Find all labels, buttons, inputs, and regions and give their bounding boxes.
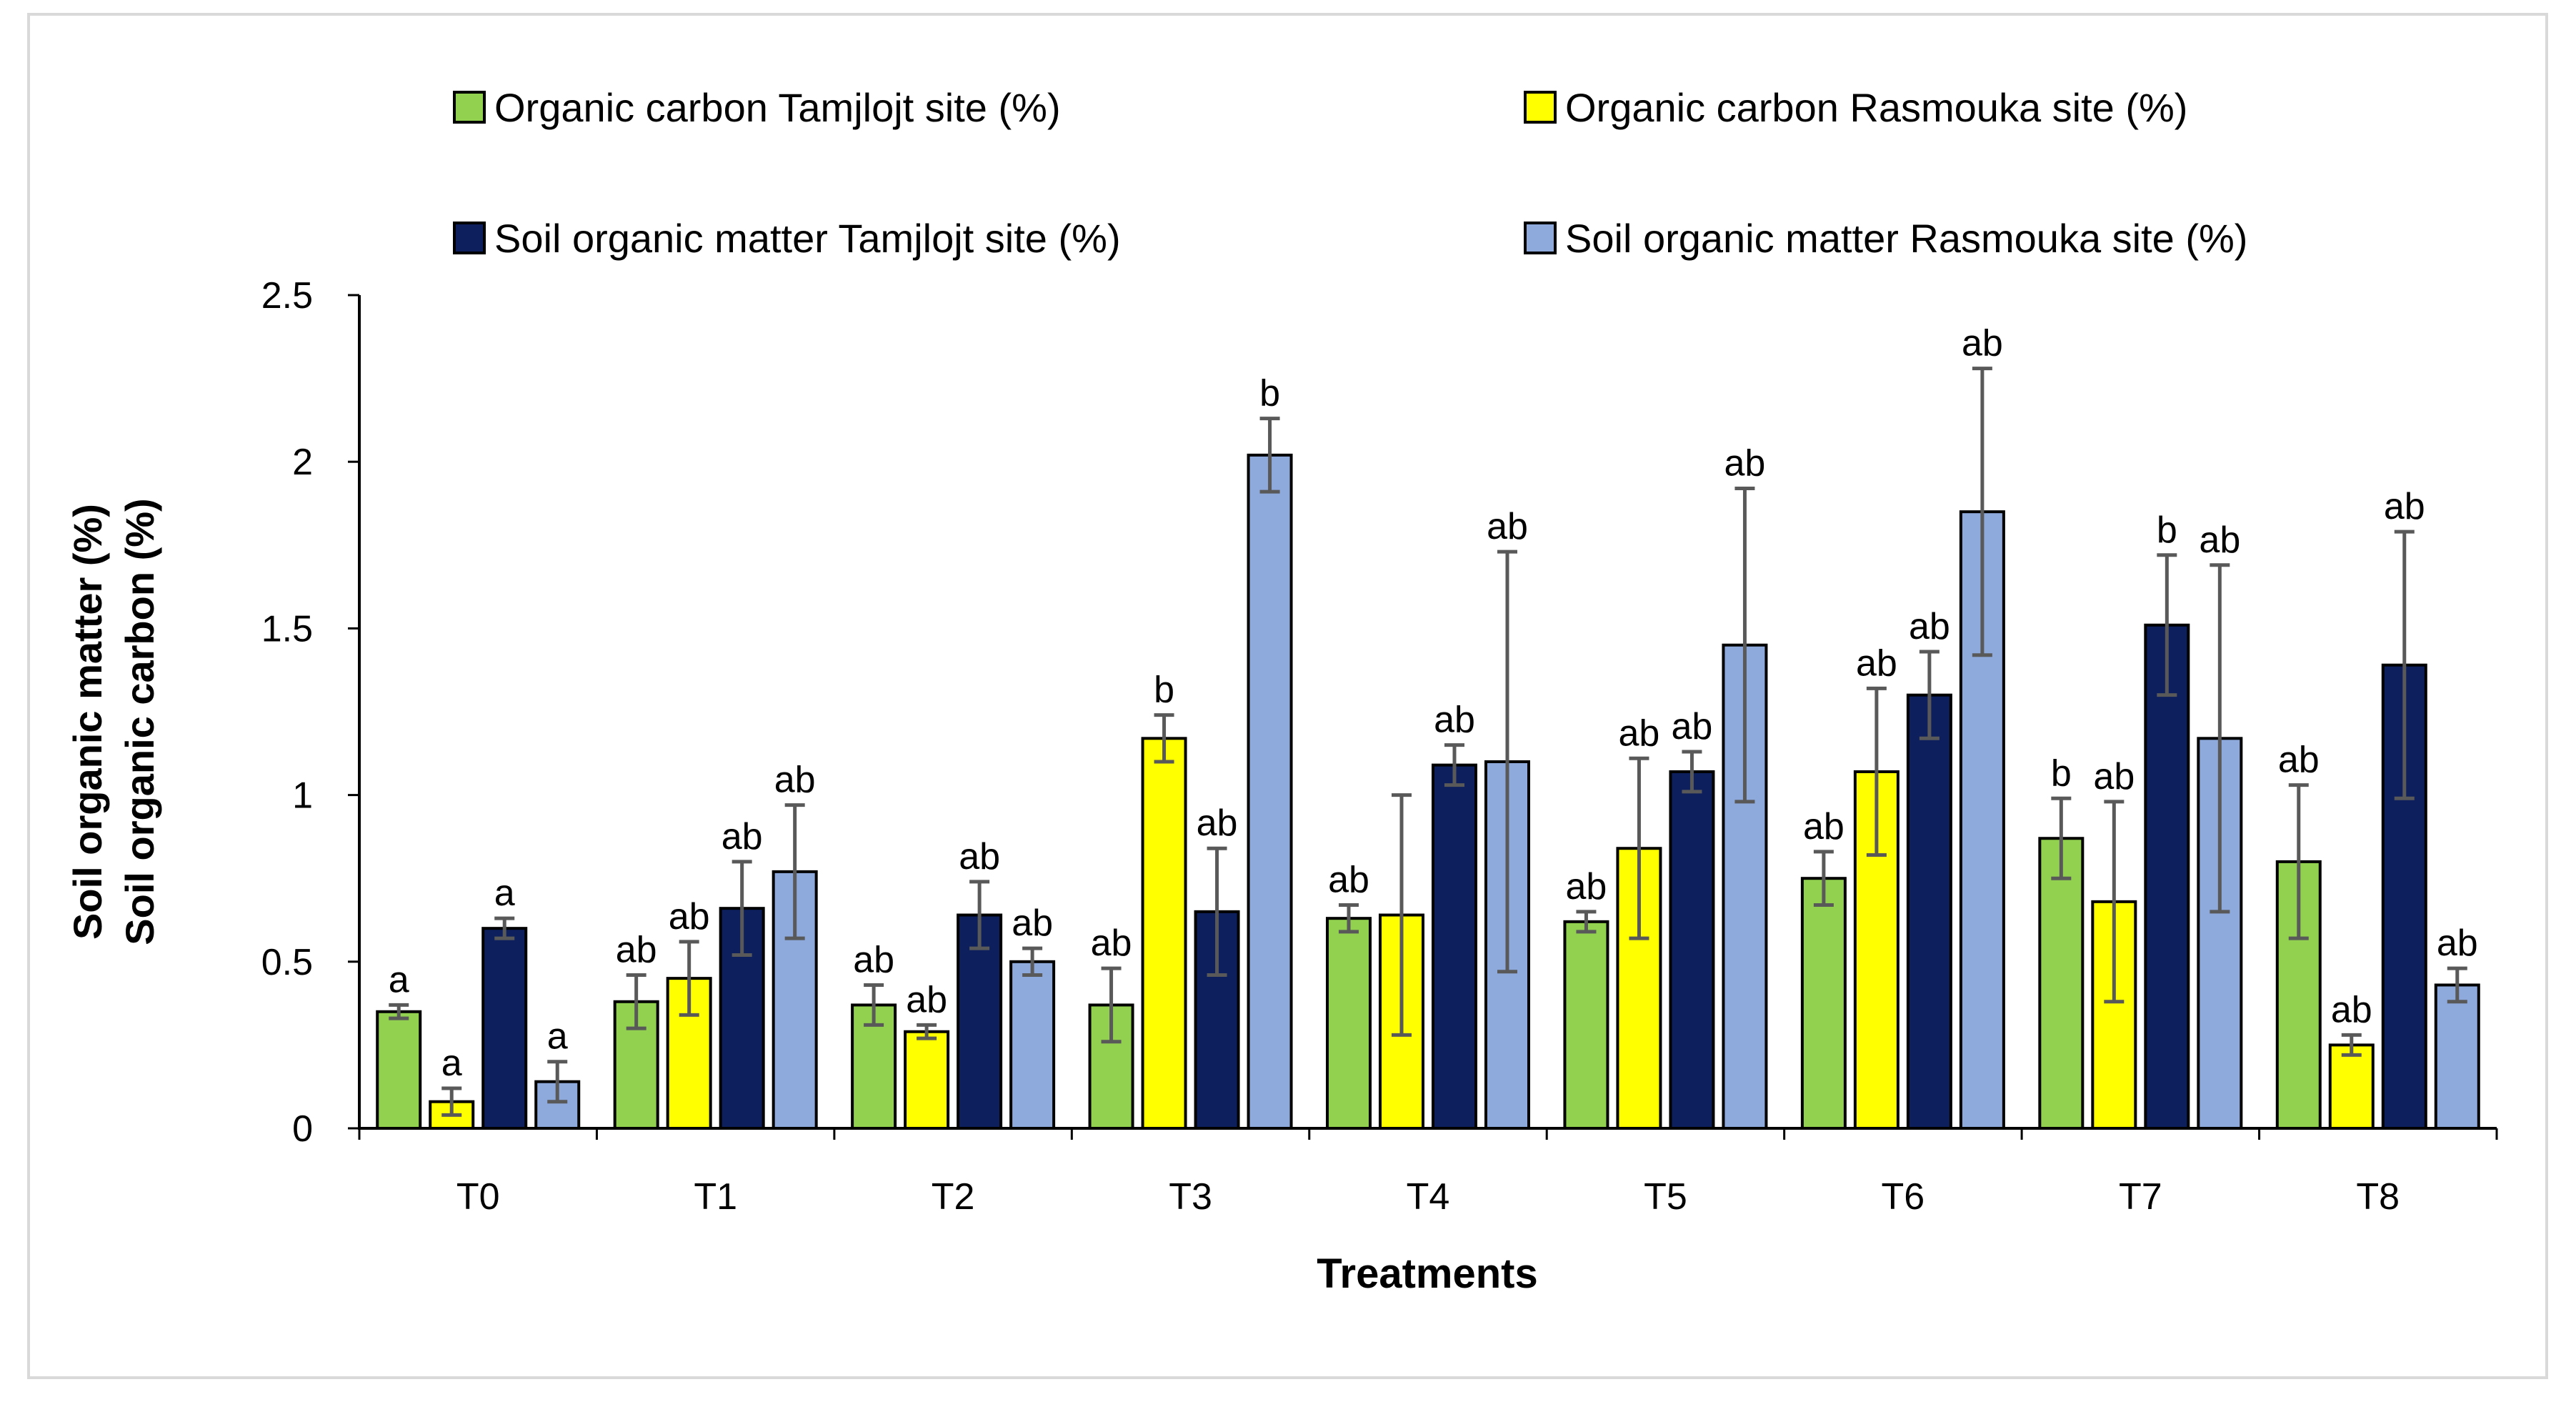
significance-letter: ab xyxy=(1012,903,1053,944)
significance-letter: ab xyxy=(1619,712,1660,754)
significance-letter: ab xyxy=(1803,806,1844,847)
legend-swatch xyxy=(453,91,486,124)
significance-letter: ab xyxy=(1328,860,1369,901)
x-tick-label: T2 xyxy=(932,1176,975,1218)
legend-swatch xyxy=(1524,91,1557,124)
x-axis-title: Treatments xyxy=(1317,1251,1537,1297)
significance-letter: ab xyxy=(1566,866,1607,908)
significance-letter: ab xyxy=(616,929,657,970)
significance-letter: ab xyxy=(1856,642,1897,684)
significance-letter: ab xyxy=(1434,700,1475,741)
significance-letter: ab xyxy=(959,836,1000,878)
y-axis-title: Soil organic matter (%) Soil organic car… xyxy=(65,498,162,945)
legend-label: Soil organic matter Rasmouka site (%) xyxy=(1565,216,2247,261)
significance-letter: ab xyxy=(2331,989,2372,1030)
significance-letter: a xyxy=(494,872,515,914)
bar xyxy=(1800,877,1847,1130)
significance-letter: ab xyxy=(2437,923,2478,964)
significance-letter: b xyxy=(2051,752,2072,794)
significance-letter: b xyxy=(2157,509,2177,551)
bar xyxy=(1432,763,1477,1130)
x-tick-label: T4 xyxy=(1407,1176,1450,1218)
y-tick-label: 1 xyxy=(292,775,313,817)
x-tick-label: T0 xyxy=(456,1176,500,1218)
significance-letter: ab xyxy=(1724,443,1766,484)
significance-letter: ab xyxy=(1091,923,1132,964)
x-tick-label: T8 xyxy=(2356,1176,2400,1218)
legend-swatch xyxy=(453,222,486,254)
bar xyxy=(1009,960,1056,1130)
legend-swatch xyxy=(1524,222,1557,254)
error-bars xyxy=(389,367,2467,1117)
legend-label: Soil organic matter Tamjlojt site (%) xyxy=(494,216,1121,261)
significance-letter: ab xyxy=(1962,323,2003,364)
significance-letter: a xyxy=(389,959,409,1000)
bar xyxy=(2038,837,2085,1130)
bar xyxy=(1563,920,1609,1130)
significance-letter: ab xyxy=(1487,506,1528,547)
significance-letter: a xyxy=(547,1016,568,1058)
significance-letter: ab xyxy=(2278,740,2320,781)
significance-letter: ab xyxy=(722,816,763,857)
x-tick-label: T1 xyxy=(694,1176,737,1218)
y-tick-label: 1.5 xyxy=(261,608,313,650)
significance-letter: ab xyxy=(2199,519,2240,561)
significance-letter: ab xyxy=(1672,706,1713,747)
bar xyxy=(1141,737,1187,1130)
significance-letter: a xyxy=(441,1043,462,1084)
significance-letter: ab xyxy=(853,939,894,980)
x-tick-label: T3 xyxy=(1169,1176,1212,1218)
legend-label: Organic carbon Tamjlojt site (%) xyxy=(494,85,1061,130)
significance-letter: b xyxy=(1154,670,1174,711)
y-tick-label: 0.5 xyxy=(261,942,313,983)
legend-label: Organic carbon Rasmouka site (%) xyxy=(1565,85,2187,130)
bars xyxy=(376,453,2480,1130)
bar xyxy=(376,1010,422,1130)
x-tick-label: T6 xyxy=(1882,1176,1925,1218)
x-tick-label: T7 xyxy=(2119,1176,2162,1218)
bar xyxy=(2434,983,2480,1130)
bar xyxy=(1247,453,1293,1130)
legend: Organic carbon Tamjlojt site (%) Organic … xyxy=(453,85,2247,261)
bar xyxy=(1669,770,1715,1130)
bar xyxy=(904,1030,950,1130)
significance-letter: ab xyxy=(669,896,710,938)
bar xyxy=(1326,917,1372,1130)
significance-letter: b xyxy=(1259,373,1280,414)
y-axis-ticks: 0 0.5 1 1.5 2 2.5 xyxy=(261,275,359,1150)
bar xyxy=(481,927,528,1130)
y-tick-label: 2 xyxy=(292,442,313,483)
x-tick-label: T5 xyxy=(1644,1176,1687,1218)
bar xyxy=(1906,693,1952,1130)
significance-letter: ab xyxy=(2093,756,2135,797)
significance-letter: ab xyxy=(1197,802,1238,844)
x-axis-ticks: T0 T1 T2 T3 T4 T5 T6 T7 T8 xyxy=(358,1128,2498,1218)
significance-letter: ab xyxy=(2384,486,2425,527)
bar xyxy=(2328,1043,2375,1130)
y-tick-label: 2.5 xyxy=(261,275,313,317)
y-axis-title-line-2: Soil organic carbon (%) xyxy=(117,498,162,945)
significance-letter: ab xyxy=(1909,606,1950,647)
bar xyxy=(2144,623,2190,1130)
y-tick-label: 0 xyxy=(292,1108,313,1150)
significance-letter: ab xyxy=(906,979,947,1020)
significance-letter: ab xyxy=(774,760,816,801)
y-axis-title-line-1: Soil organic matter (%) xyxy=(65,504,110,940)
